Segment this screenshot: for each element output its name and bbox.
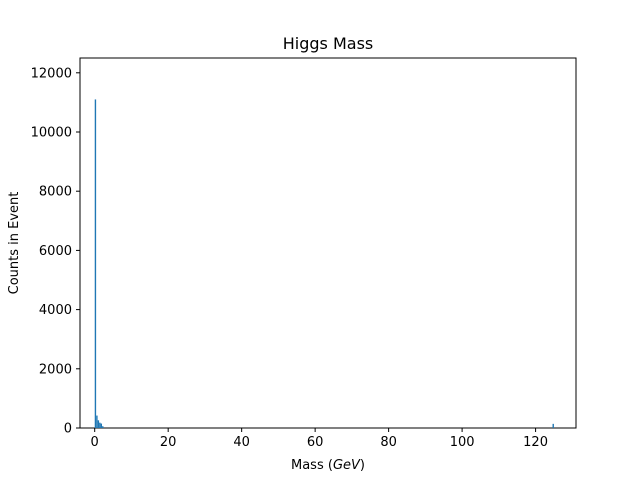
x-tick-label: 20	[160, 435, 177, 450]
histogram-bar	[102, 426, 104, 428]
plot-frame	[79, 57, 577, 429]
y-tick-label: 12000	[31, 66, 72, 81]
x-axis-ticks: 0 20 40 60 80 100 120	[91, 428, 548, 450]
x-tick-label: 80	[380, 435, 397, 450]
y-tick-label: 0	[64, 422, 72, 437]
plot-area: 0 20 40 60 80 100 120 0 2000 4000 6000 8000 10000 12…	[31, 57, 577, 450]
y-axis-ticks: 0 2000 4000 6000 8000 10000 12000	[31, 66, 80, 437]
x-tick-label: 0	[91, 435, 99, 450]
histogram-bar	[97, 420, 100, 428]
x-tick-label: 100	[450, 435, 475, 450]
x-axis-label-main: Mass (	[291, 458, 333, 473]
x-axis-label: Mass (GeV)	[291, 458, 365, 473]
histogram-bars	[94, 99, 554, 428]
histogram-bar	[552, 423, 554, 428]
histogram-bar	[96, 415, 98, 428]
chart-title: Higgs Mass	[283, 34, 374, 53]
y-tick-label: 10000	[31, 126, 72, 141]
y-tick-label: 6000	[39, 244, 72, 259]
y-tick-label: 4000	[39, 303, 72, 318]
x-axis-label-unit: GeV	[333, 458, 361, 473]
histogram-bar	[94, 99, 97, 428]
y-axis-label: Counts in Event	[7, 192, 22, 295]
x-axis-label-close: )	[360, 458, 365, 473]
histogram-bar	[99, 422, 101, 428]
y-tick-label: 2000	[39, 362, 72, 377]
y-tick-label: 8000	[39, 185, 72, 200]
x-tick-label: 120	[523, 435, 548, 450]
histogram-bar	[100, 423, 103, 428]
x-tick-label: 40	[233, 435, 250, 450]
x-tick-label: 60	[307, 435, 324, 450]
